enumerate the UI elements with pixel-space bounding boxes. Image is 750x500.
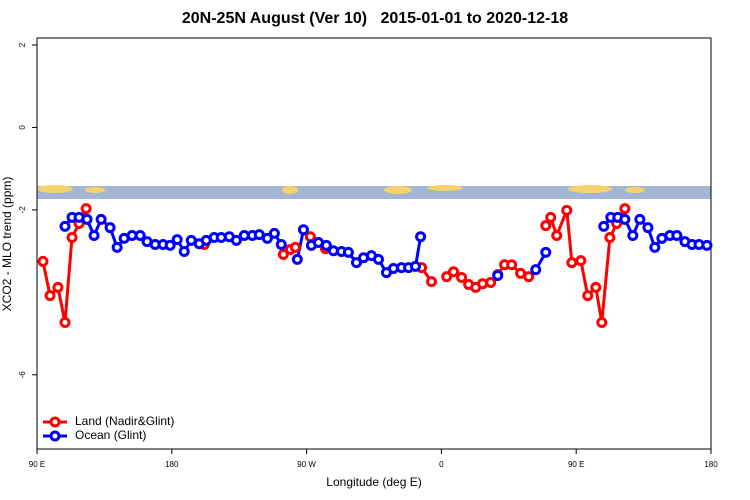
point [530, 264, 542, 276]
point [320, 239, 332, 251]
point [277, 248, 289, 260]
point [291, 253, 303, 265]
point [52, 281, 64, 293]
point [492, 269, 504, 281]
point [164, 239, 176, 251]
x-tick-label: 90 W [297, 460, 316, 469]
point [230, 234, 242, 246]
point [448, 266, 460, 278]
x-tick-label: 180 [704, 460, 718, 469]
point [66, 232, 78, 244]
point [604, 232, 616, 244]
point [171, 234, 183, 246]
legend-label: Land (Nadir&Glint) [75, 414, 174, 428]
legend-marker [49, 416, 61, 428]
point [415, 231, 427, 243]
legend-label: Ocean (Glint) [75, 428, 146, 442]
point [575, 255, 587, 267]
point [441, 271, 453, 283]
point [598, 220, 610, 232]
x-axis-label: Longitude (deg E) [326, 475, 421, 489]
x-tick-label: 90 E [29, 460, 45, 469]
point [342, 246, 354, 258]
map-strip [37, 185, 711, 199]
point [701, 239, 713, 251]
point [649, 241, 661, 253]
point [582, 290, 594, 302]
point [409, 260, 421, 272]
point [540, 220, 552, 232]
chart-title: 20N-25N August (Ver 10) 2015-01-01 to 20… [182, 10, 568, 27]
point [95, 213, 107, 225]
y-tick-label: -6 [18, 371, 27, 379]
point [304, 231, 316, 243]
x-tick-label: 0 [439, 460, 444, 469]
y-tick-label: 2 [18, 42, 27, 47]
point [88, 229, 100, 241]
point [545, 211, 557, 223]
point [540, 246, 552, 258]
point [634, 213, 646, 225]
point [671, 229, 683, 241]
point [261, 232, 273, 244]
point [289, 241, 301, 253]
point [596, 316, 608, 328]
y-tick-label: -2 [18, 206, 27, 214]
point [37, 255, 49, 267]
point [619, 213, 631, 225]
point [590, 281, 602, 293]
y-axis-label: XCO2 - MLO trend (ppm) [0, 177, 14, 312]
point [551, 229, 563, 241]
point [297, 224, 309, 236]
point [456, 272, 468, 284]
point [44, 290, 56, 302]
point [506, 259, 518, 271]
point [275, 239, 287, 251]
x-tick-label: 90 E [568, 460, 584, 469]
point [253, 229, 265, 241]
y-tick-label: 0 [18, 125, 27, 130]
point [111, 241, 123, 253]
point [485, 276, 497, 288]
point [566, 257, 578, 269]
point [561, 204, 573, 216]
point [178, 246, 190, 258]
point [523, 271, 535, 283]
point [350, 257, 362, 269]
point [59, 316, 71, 328]
point [619, 203, 631, 215]
point [80, 203, 92, 215]
point [268, 227, 280, 239]
point [134, 229, 146, 241]
point [81, 213, 93, 225]
point [372, 253, 384, 265]
point [104, 222, 116, 234]
point [627, 229, 639, 241]
point [426, 276, 438, 288]
point [642, 222, 654, 234]
point [59, 220, 71, 232]
legend-marker [49, 430, 61, 442]
x-tick-label: 180 [165, 460, 179, 469]
